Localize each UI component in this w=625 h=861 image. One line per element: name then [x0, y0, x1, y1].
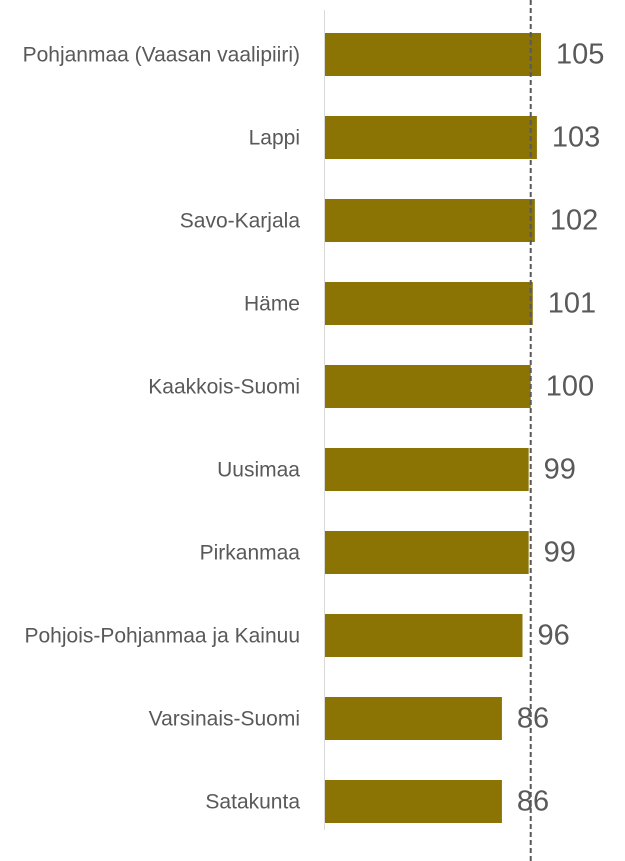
value-label: 102 — [549, 204, 599, 236]
value-label: 86 — [516, 702, 550, 734]
value-label: 99 — [543, 536, 576, 568]
category-label: Pohjanmaa (Vaasan vaalipiiri) — [0, 41, 300, 68]
bar — [325, 531, 529, 574]
label-text: Uusimaa — [217, 458, 300, 481]
value-label: 105 — [556, 38, 605, 70]
label-text: Pohjanmaa (Vaasan vaalipiiri) — [22, 43, 300, 66]
label-text: Lappi — [248, 126, 300, 149]
value-label: 86 — [516, 785, 550, 817]
category-label: Satakunta — [0, 788, 300, 815]
bar — [325, 614, 523, 657]
bar — [325, 282, 533, 325]
bar — [325, 697, 502, 740]
category-label: Lappi — [0, 124, 300, 151]
category-label: Pirkanmaa — [0, 539, 300, 566]
value-label: 96 — [537, 619, 570, 651]
bar — [325, 116, 537, 159]
label-text: Savo-Karjala — [179, 209, 300, 232]
value-label: 103 — [551, 121, 601, 153]
value-label: 100 — [545, 370, 595, 402]
category-label: Savo-Karjala — [0, 207, 300, 234]
value-label: 101 — [547, 287, 597, 319]
label-text: Kaakkois-Suomi — [148, 375, 300, 398]
label-text: Pohjois-Pohjanmaa ja Kainuu — [24, 624, 300, 647]
category-label: Varsinais-Suomi — [0, 705, 300, 732]
bar — [325, 780, 502, 823]
category-label: Häme — [0, 290, 300, 317]
bar — [325, 448, 529, 491]
category-label: Uusimaa — [0, 456, 300, 483]
label-text: Pirkanmaa — [199, 541, 300, 564]
category-label: Pohjois-Pohjanmaa ja Kainuu — [0, 622, 300, 649]
category-label: Kaakkois-Suomi — [0, 373, 300, 400]
value-label: 99 — [543, 453, 576, 485]
label-text: Satakunta — [205, 790, 300, 813]
bar — [325, 365, 531, 408]
label-text: Häme — [243, 292, 300, 315]
bar — [325, 33, 541, 76]
bar — [325, 199, 535, 242]
label-text: Varsinais-Suomi — [148, 707, 300, 730]
